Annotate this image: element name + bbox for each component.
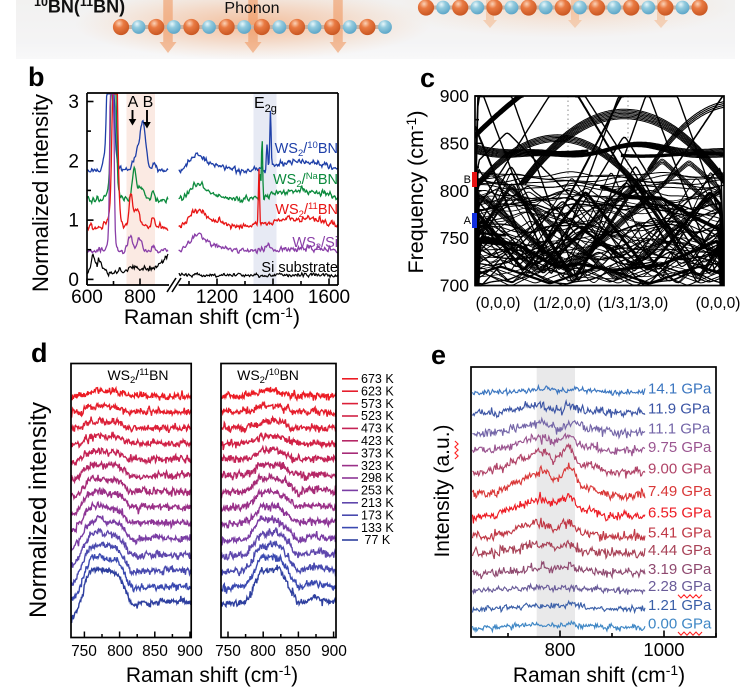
svg-text:Raman shift (cm-1): Raman shift (cm-1) [513, 662, 685, 687]
svg-text:423 K: 423 K [361, 434, 394, 448]
svg-text:4.44 GPa: 4.44 GPa [648, 542, 712, 559]
svg-text:Phonon: Phonon [224, 0, 279, 17]
svg-text:11.1 GPa: 11.1 GPa [648, 420, 711, 437]
svg-text:d: d [31, 338, 48, 368]
svg-text:900: 900 [321, 643, 347, 660]
svg-text:(1/3,1/3,0): (1/3,1/3,0) [598, 295, 669, 312]
svg-text:0: 0 [68, 270, 79, 291]
svg-text:WS2/10BN: WS2/10BN [237, 367, 299, 386]
svg-text:573 K: 573 K [361, 397, 394, 411]
svg-text:10BN(11BN): 10BN(11BN) [34, 0, 125, 17]
svg-text:600: 600 [71, 287, 103, 308]
svg-text:2: 2 [68, 151, 79, 172]
svg-text:WS2/Si: WS2/Si [292, 235, 338, 253]
svg-text:750: 750 [71, 643, 97, 660]
svg-text:14.1 GPa: 14.1 GPa [648, 380, 712, 397]
svg-text:323 K: 323 K [361, 459, 394, 473]
svg-text:1200: 1200 [196, 287, 238, 308]
svg-text:WS2/11BN: WS2/11BN [275, 201, 338, 220]
svg-text:A: A [464, 215, 472, 227]
svg-text:3.19 GPa: 3.19 GPa [648, 561, 712, 578]
svg-text:c: c [420, 63, 435, 93]
svg-text:523 K: 523 K [361, 409, 394, 423]
svg-text:1600: 1600 [308, 287, 350, 308]
svg-text:6.55 GPa: 6.55 GPa [648, 505, 712, 522]
svg-text:Raman shift (cm-1): Raman shift (cm-1) [124, 304, 300, 329]
svg-text:WS2/11BN: WS2/11BN [107, 367, 168, 386]
svg-text:850: 850 [142, 643, 168, 660]
svg-text:850: 850 [440, 133, 469, 153]
svg-text:e: e [431, 340, 446, 370]
svg-text:9.00 GPa: 9.00 GPa [648, 460, 712, 477]
svg-text:2.28 GPa: 2.28 GPa [648, 578, 712, 595]
svg-text:900: 900 [177, 643, 203, 660]
svg-text:0.00 GPa: 0.00 GPa [648, 615, 712, 632]
svg-text:A: A [128, 94, 139, 111]
svg-text:Raman shift (cm-1): Raman shift (cm-1) [126, 662, 298, 687]
svg-text:Frequency (cm-1): Frequency (cm-1) [403, 111, 428, 274]
svg-text:WS2/10BN: WS2/10BN [275, 140, 338, 159]
svg-text:800: 800 [545, 639, 576, 660]
svg-text:213 K: 213 K [361, 496, 394, 510]
svg-text:1000: 1000 [643, 639, 684, 660]
svg-text:800: 800 [440, 181, 469, 201]
svg-text:9.75 GPa: 9.75 GPa [648, 439, 712, 456]
svg-text:Normalized intensity: Normalized intensity [25, 402, 52, 618]
svg-text:1400: 1400 [252, 287, 294, 308]
svg-text:850: 850 [285, 643, 311, 660]
svg-text:750: 750 [215, 643, 241, 660]
svg-text:673 K: 673 K [361, 372, 394, 386]
svg-text:173 K: 173 K [361, 508, 394, 522]
svg-text:253 K: 253 K [361, 484, 394, 498]
svg-text:b: b [28, 62, 45, 92]
svg-text:(0,0,0): (0,0,0) [476, 295, 521, 312]
svg-text:298 K: 298 K [361, 471, 394, 485]
svg-text:B: B [464, 174, 471, 186]
svg-text:77 K: 77 K [365, 533, 391, 547]
svg-text:473 K: 473 K [361, 422, 394, 436]
svg-text:Si substrate: Si substrate [261, 260, 338, 276]
svg-text:750: 750 [440, 228, 469, 248]
svg-text:B: B [143, 94, 154, 111]
svg-text:623 K: 623 K [361, 384, 394, 398]
svg-text:1.21 GPa: 1.21 GPa [648, 597, 712, 614]
svg-text:WS2/NaBN: WS2/NaBN [273, 171, 338, 190]
svg-text:800: 800 [107, 643, 133, 660]
svg-text:800: 800 [250, 643, 276, 660]
svg-text:373 K: 373 K [361, 446, 394, 460]
svg-text:Normalized intensity: Normalized intensity [28, 94, 53, 292]
svg-text:11.9 GPa: 11.9 GPa [648, 400, 711, 417]
svg-text:900: 900 [440, 86, 469, 106]
svg-text:800: 800 [124, 287, 156, 308]
svg-text:(0,0,0): (0,0,0) [696, 295, 741, 312]
svg-text:700: 700 [440, 276, 469, 296]
svg-text:Intensity (a.u.): Intensity (a.u.) [431, 424, 454, 557]
svg-text:133 K: 133 K [361, 521, 394, 535]
svg-text:1: 1 [68, 211, 79, 232]
svg-text:3: 3 [68, 92, 79, 113]
svg-text:(1/2,0,0): (1/2,0,0) [533, 295, 591, 312]
svg-text:5.41 GPa: 5.41 GPa [648, 525, 712, 542]
svg-text:7.49 GPa: 7.49 GPa [648, 483, 712, 500]
